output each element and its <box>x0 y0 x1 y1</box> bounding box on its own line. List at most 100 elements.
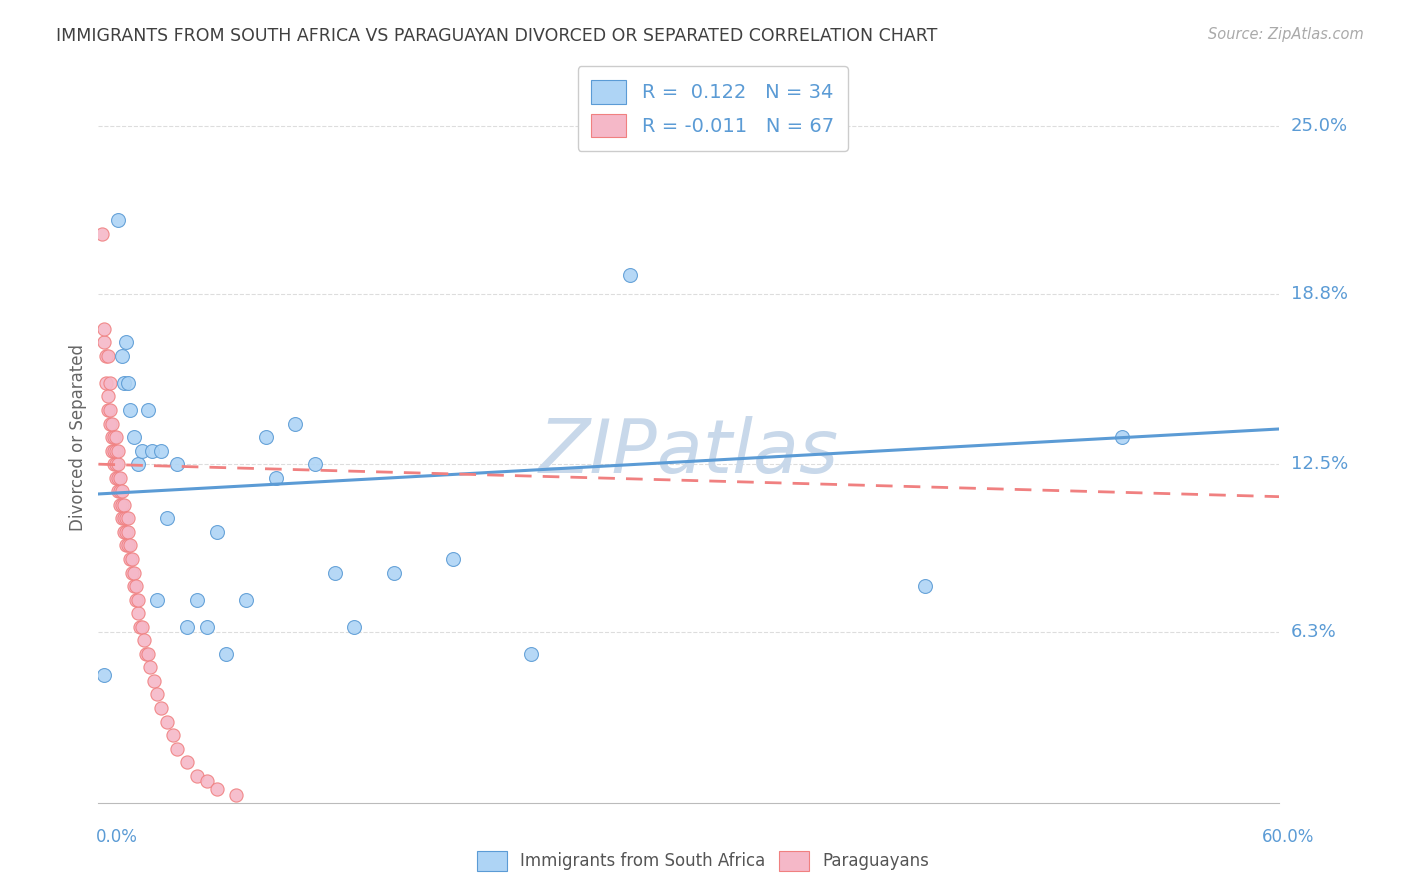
Point <box>343 620 366 634</box>
Point <box>323 566 346 580</box>
Point <box>166 741 188 756</box>
Point <box>382 566 405 580</box>
Point <box>101 430 124 444</box>
Point <box>96 349 118 363</box>
Point <box>112 511 135 525</box>
Point <box>125 592 148 607</box>
Point <box>135 647 157 661</box>
Point <box>118 403 141 417</box>
Point <box>117 376 139 390</box>
Text: 18.8%: 18.8% <box>1291 285 1347 302</box>
Point <box>156 511 179 525</box>
Point <box>108 498 131 512</box>
Point <box>112 498 135 512</box>
Point <box>103 443 125 458</box>
Point <box>186 769 208 783</box>
Point <box>103 457 125 471</box>
Point <box>225 788 247 802</box>
Text: ZIPatlas: ZIPatlas <box>538 416 839 488</box>
Point <box>117 538 139 552</box>
Point <box>176 620 198 634</box>
Point <box>91 227 114 241</box>
Point <box>127 592 149 607</box>
Text: 0.0%: 0.0% <box>96 828 138 846</box>
Point <box>162 728 184 742</box>
Point <box>122 579 145 593</box>
Legend: R =  0.122   N = 34, R = -0.011   N = 67: R = 0.122 N = 34, R = -0.011 N = 67 <box>578 66 848 151</box>
Point <box>132 633 155 648</box>
Point <box>141 443 163 458</box>
Point <box>107 443 129 458</box>
Point <box>186 592 208 607</box>
Point <box>98 376 121 390</box>
Point <box>284 417 307 431</box>
Point <box>441 552 464 566</box>
Point <box>111 349 134 363</box>
Point <box>112 376 135 390</box>
Point <box>97 403 120 417</box>
Point <box>105 430 128 444</box>
Point <box>136 403 159 417</box>
Point <box>107 471 129 485</box>
Point <box>107 213 129 227</box>
Point <box>117 524 139 539</box>
Point <box>112 524 135 539</box>
Point <box>254 430 277 444</box>
Text: Source: ZipAtlas.com: Source: ZipAtlas.com <box>1208 27 1364 42</box>
Point <box>128 620 150 634</box>
Point <box>97 389 120 403</box>
Point <box>131 620 153 634</box>
Text: IMMIGRANTS FROM SOUTH AFRICA VS PARAGUAYAN DIVORCED OR SEPARATED CORRELATION CHA: IMMIGRANTS FROM SOUTH AFRICA VS PARAGUAY… <box>56 27 938 45</box>
Point <box>619 268 641 282</box>
Point <box>264 471 287 485</box>
Point <box>205 782 228 797</box>
Point <box>101 417 124 431</box>
Point <box>520 647 543 661</box>
Point <box>121 552 143 566</box>
Point <box>127 457 149 471</box>
Point <box>166 457 188 471</box>
Point <box>93 668 115 682</box>
Point <box>146 688 169 702</box>
Point <box>1111 430 1133 444</box>
Point <box>118 538 141 552</box>
Text: 25.0%: 25.0% <box>1291 117 1348 135</box>
Point <box>136 647 159 661</box>
Point <box>215 647 238 661</box>
Point <box>96 376 118 390</box>
Point <box>108 484 131 499</box>
Point <box>131 443 153 458</box>
Text: 60.0%: 60.0% <box>1263 828 1315 846</box>
Point <box>107 484 129 499</box>
Point <box>115 524 138 539</box>
Point <box>105 457 128 471</box>
Point <box>111 498 134 512</box>
Point <box>121 566 143 580</box>
Point <box>117 511 139 525</box>
Point <box>107 457 129 471</box>
Point <box>98 417 121 431</box>
Point <box>108 471 131 485</box>
Point <box>101 443 124 458</box>
Point <box>122 566 145 580</box>
Point <box>176 755 198 769</box>
Point <box>105 443 128 458</box>
Point <box>93 335 115 350</box>
Point <box>97 349 120 363</box>
Point <box>111 484 134 499</box>
Point <box>115 538 138 552</box>
Point <box>115 335 138 350</box>
Point <box>195 774 218 789</box>
Y-axis label: Divorced or Separated: Divorced or Separated <box>69 343 87 531</box>
Point <box>93 322 115 336</box>
Point <box>205 524 228 539</box>
Point <box>98 403 121 417</box>
Point <box>914 579 936 593</box>
Point <box>103 430 125 444</box>
Point <box>127 606 149 620</box>
Point <box>105 471 128 485</box>
Point <box>304 457 326 471</box>
Point <box>142 673 165 688</box>
Point <box>150 701 173 715</box>
Point <box>146 592 169 607</box>
